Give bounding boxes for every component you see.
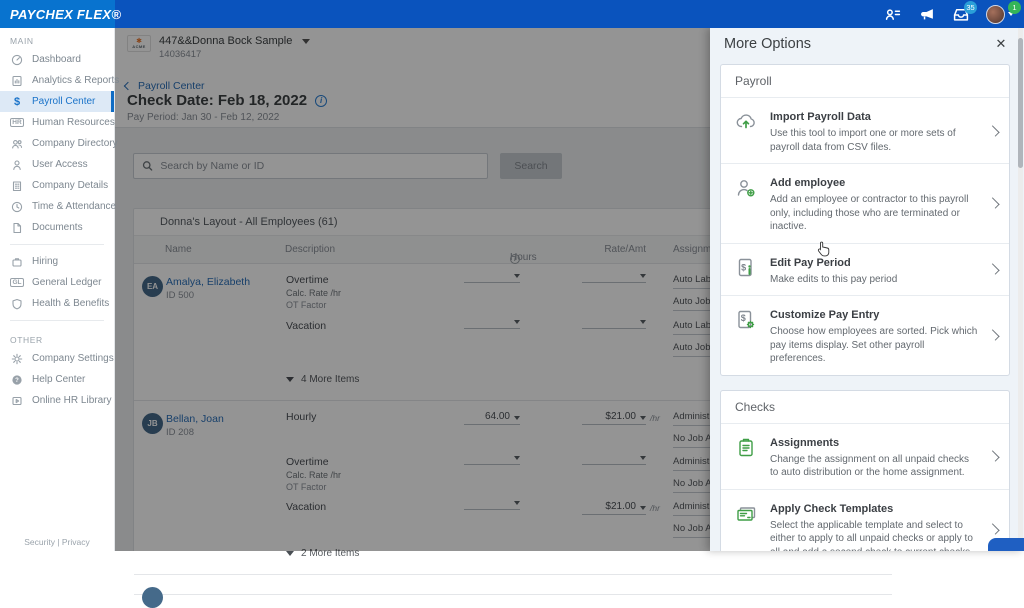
svg-text:$: $ (741, 313, 746, 323)
table-row (134, 575, 892, 595)
sidebar-item-help-center[interactable]: ? Help Center (0, 369, 114, 390)
sidebar-item-user-access[interactable]: User Access (0, 154, 114, 175)
chevron-right-icon (988, 125, 999, 136)
contacts-icon[interactable] (884, 5, 902, 23)
sidebar-item-online-hr-library[interactable]: Online HR Library (0, 390, 114, 411)
document-icon (10, 221, 24, 235)
sidebar-section-main: MAIN (0, 28, 114, 49)
avatar (142, 587, 163, 608)
divider (10, 320, 104, 321)
option-customize-pay-entry[interactable]: $ Customize Pay Entry Choose how employe… (721, 295, 1009, 375)
option-import-payroll-data[interactable]: Import Payroll Data Use this tool to imp… (721, 98, 1009, 163)
building-icon (10, 179, 24, 193)
payroll-section-card: Payroll Import Payroll Data Use this too… (720, 64, 1010, 376)
inbox-badge: 35 (964, 1, 977, 14)
cloud-upload-icon (733, 109, 759, 135)
sidebar-item-analytics-reports[interactable]: Analytics & Reports (0, 70, 114, 91)
gear-icon (10, 352, 24, 366)
close-icon[interactable]: ✕ (992, 35, 1010, 53)
chevron-right-icon (988, 264, 999, 275)
avatar-badge: 1 (1008, 1, 1021, 14)
chevron-right-icon (988, 330, 999, 341)
section-label: Payroll (721, 65, 1009, 98)
briefcase-icon (10, 255, 24, 269)
sidebar: MAIN Dashboard Analytics & Reports $ Pay… (0, 28, 115, 551)
sidebar-item-human-resources[interactable]: HR Human Resources (0, 112, 114, 133)
check-template-icon (733, 501, 759, 527)
inbox-icon[interactable]: 35 (952, 5, 970, 23)
svg-text:?: ? (15, 378, 19, 384)
option-apply-check-templates[interactable]: Apply Check Templates Select the applica… (721, 489, 1009, 552)
panel-scrollbar[interactable] (1018, 28, 1023, 551)
divider (10, 244, 104, 245)
dashboard-icon (10, 53, 24, 67)
video-library-icon (10, 394, 24, 408)
hr-badge-icon: HR (10, 116, 24, 130)
sidebar-item-documents[interactable]: Documents (0, 217, 114, 238)
edit-pay-period-icon: $ (733, 255, 759, 281)
sidebar-section-other: OTHER (0, 327, 114, 348)
clock-icon (10, 200, 24, 214)
question-circle-icon: ? (10, 373, 24, 387)
chevron-right-icon (988, 450, 999, 461)
announcements-icon[interactable] (918, 5, 936, 23)
add-employee-icon (733, 175, 759, 201)
option-add-employee[interactable]: Add employee Add an employee or contract… (721, 163, 1009, 243)
gl-badge-icon: GL (10, 276, 24, 290)
top-bar: PAYCHEX FLEX® 35 1 (0, 0, 1024, 28)
dollar-icon: $ (10, 95, 24, 109)
sidebar-item-payroll-center[interactable]: $ Payroll Center (0, 91, 114, 112)
avatar (986, 5, 1005, 24)
sidebar-item-company-settings[interactable]: Company Settings (0, 348, 114, 369)
chevron-down-icon (286, 551, 294, 556)
chevron-right-icon (988, 523, 999, 534)
panel-title: More Options (724, 36, 811, 52)
sidebar-item-time-attendance[interactable]: Time & Attendance (0, 196, 114, 217)
people-icon (10, 137, 24, 151)
section-label: Checks (721, 391, 1009, 424)
user-menu[interactable]: 1 (986, 5, 1014, 23)
more-options-panel: More Options ✕ Payroll Import Payroll Da… (710, 28, 1024, 551)
clipboard-icon (733, 435, 759, 461)
option-edit-pay-period[interactable]: $ Edit Pay Period Make edits to this pay… (721, 243, 1009, 296)
option-assignments[interactable]: Assignments Change the assignment on all… (721, 424, 1009, 489)
sidebar-item-general-ledger[interactable]: GL General Ledger (0, 272, 114, 293)
sidebar-item-hiring[interactable]: Hiring (0, 251, 114, 272)
shield-icon (10, 297, 24, 311)
chat-button[interactable] (988, 538, 1024, 551)
checks-section-card: Checks Assignments Change the assignment… (720, 390, 1010, 552)
person-icon (10, 158, 24, 172)
sidebar-item-dashboard[interactable]: Dashboard (0, 49, 114, 70)
svg-text:$: $ (741, 262, 746, 272)
sidebar-item-company-directory[interactable]: Company Directory (0, 133, 114, 154)
logo-area: PAYCHEX FLEX® (0, 0, 115, 28)
paychex-flex-logo: PAYCHEX FLEX® (10, 7, 121, 22)
scrollbar-thumb[interactable] (1018, 38, 1023, 168)
customize-pay-entry-icon: $ (733, 307, 759, 333)
sidebar-item-company-details[interactable]: Company Details (0, 175, 114, 196)
security-privacy-links[interactable]: Security | Privacy (0, 537, 114, 547)
report-chart-icon (10, 74, 24, 88)
chevron-right-icon (988, 198, 999, 209)
sidebar-item-health-benefits[interactable]: Health & Benefits (0, 293, 114, 314)
